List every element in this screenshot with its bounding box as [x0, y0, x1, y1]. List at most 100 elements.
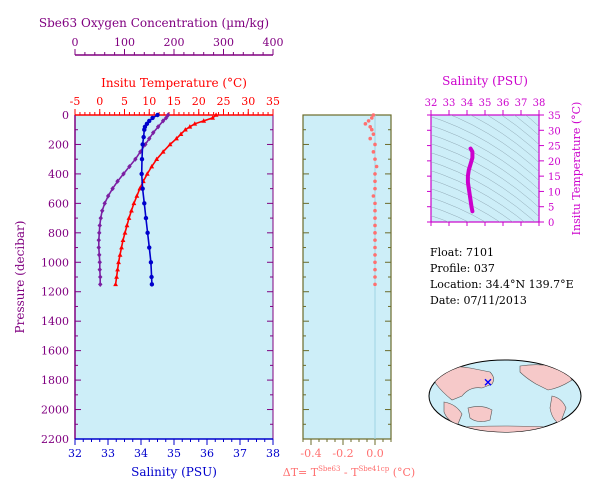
ts-contour-line [431, 170, 525, 222]
pressure-tick-label: 200 [48, 138, 69, 151]
temperature-tick-label: 15 [167, 95, 181, 108]
oxygen-point [97, 259, 102, 265]
date-value: 07/11/2013 [463, 294, 527, 307]
profile-label: Profile: [430, 262, 471, 275]
delta-t-point [370, 116, 374, 120]
ts-contour-line [431, 206, 470, 222]
delta-t-plot-area [302, 114, 392, 440]
temperature-point [178, 131, 184, 136]
oxygen-point [165, 112, 171, 118]
oxygen-point [147, 135, 152, 142]
oxygen-point [96, 244, 101, 251]
oxygen-point [151, 130, 156, 136]
ts-curve [465, 146, 475, 214]
oxygen-point [105, 193, 111, 199]
temperature-point [154, 156, 160, 161]
ts-contour-line [431, 188, 501, 222]
salinity-point [148, 260, 154, 265]
delta-t-point [374, 164, 379, 169]
oxygen-point [98, 215, 103, 221]
delta-t-point [373, 231, 377, 235]
salinity-point [147, 118, 152, 124]
temperature-axis-label: Insitu Temperature (°C) [101, 76, 247, 90]
salinity-point [139, 156, 145, 162]
oxygen-point [133, 156, 138, 162]
africa-land [443, 401, 463, 425]
profile-info: Profile: 037 [430, 262, 495, 275]
salinity-point [150, 115, 155, 121]
delta-t-point [373, 157, 377, 161]
temperature-point [113, 281, 118, 287]
salinity-point [147, 245, 152, 250]
delta-t-point [368, 136, 373, 141]
delta-t-point [373, 223, 377, 228]
oxygen-point [98, 274, 103, 280]
ts-contour-line [431, 125, 539, 190]
location-label: Location: [430, 278, 482, 291]
location-info: Location: 34.4°N 139.7°E [430, 278, 574, 291]
temperature-tick-label: 0 [96, 95, 103, 108]
ts-density-contours [431, 115, 539, 222]
ts-contour-line [431, 197, 486, 222]
oxygen-point [97, 230, 102, 236]
pressure-tick-label: 0 [62, 109, 69, 122]
salinity-tick-label: 32 [68, 447, 82, 460]
antarctica-land [439, 425, 571, 432]
delta-t-point [373, 253, 377, 257]
delta-t-tick-label: -0.4 [300, 447, 321, 460]
oxygen-axis-label: Sbe63 Oxygen Concentration (µm/kg) [39, 16, 269, 30]
ts-contour-line [450, 115, 539, 172]
salinity-point [143, 215, 149, 221]
temperature-tick-label: 25 [217, 95, 231, 108]
pressure-axis-label: Pressure (decibar) [13, 221, 27, 334]
ts-temperature-tick-label: 0 [548, 218, 554, 229]
float-info: Float: 7101 [430, 246, 494, 259]
pressure-tick-label: 800 [48, 227, 69, 240]
ts-contour-line [500, 115, 539, 145]
ts-temperature-tick-label: 30 [548, 126, 561, 137]
delta-t-point [366, 119, 371, 123]
delta-t-point [373, 238, 377, 242]
salinity-point [140, 142, 145, 147]
temperature-line [114, 114, 217, 285]
temperature-tick-label: 35 [266, 95, 280, 108]
temperature-tick-label: 5 [121, 95, 128, 108]
pressure-tick-label: 1000 [41, 256, 69, 269]
ts-contour-line [431, 143, 539, 208]
salinity-tick-label: 37 [233, 447, 247, 460]
ts-salinity-tick-label: 38 [533, 98, 546, 109]
oxygen-tick-label: 0 [72, 36, 79, 49]
oxygen-point [127, 163, 132, 170]
temperature-point [114, 274, 119, 279]
ts-contour-line [431, 179, 514, 222]
ts-contour-line [486, 115, 539, 154]
ts-temperature-tick-label: 20 [548, 157, 561, 168]
oxygen-point [97, 267, 102, 273]
delta-t-point [373, 179, 377, 184]
delta-t-point [373, 208, 377, 213]
oxygen-point [115, 178, 120, 184]
salinity-point [149, 274, 154, 280]
delta-t-point [373, 245, 377, 250]
delta-t-tick-label: -0.2 [332, 447, 353, 460]
delta-t-point [373, 172, 377, 176]
pressure-tick-label: 1600 [41, 345, 69, 358]
oxygen-point [121, 171, 126, 177]
oxygen-tick-label: 400 [263, 36, 284, 49]
delta-t-point [373, 275, 377, 279]
float-label: Float: [430, 246, 463, 259]
oxygen-point [163, 115, 169, 121]
ts-contour-line [431, 152, 539, 217]
oxygen-point [102, 200, 107, 206]
ts-salinity-tick-label: 37 [515, 98, 528, 109]
temperature-point [149, 163, 155, 169]
temperature-point [134, 193, 140, 198]
temperature-point [116, 259, 121, 265]
ts-salinity-tick-label: 34 [461, 98, 474, 109]
delta-t-point [373, 201, 377, 206]
ts-salinity-label: Salinity (PSU) [442, 74, 528, 88]
delta-t-point [370, 127, 374, 132]
ts-contour-line [431, 161, 536, 222]
delta-t-point [371, 150, 376, 154]
